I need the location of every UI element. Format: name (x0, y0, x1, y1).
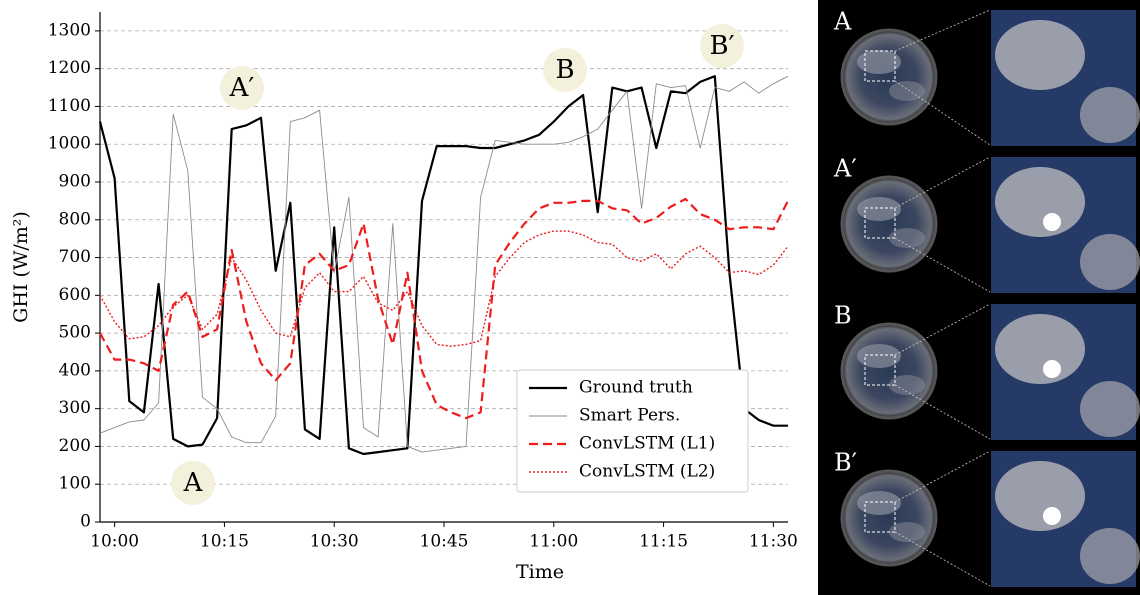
legend-label: Ground truth (579, 378, 693, 398)
y-tick-label: 400 (59, 360, 91, 380)
sun (1043, 360, 1061, 378)
zoomed-cloud (995, 167, 1085, 237)
cloud (857, 197, 901, 221)
series-line (99, 230, 789, 347)
zoomed-cloud (995, 461, 1085, 531)
y-tick-label: 500 (59, 323, 91, 343)
sun (1043, 213, 1061, 231)
series-line (99, 75, 789, 453)
cloud (889, 81, 925, 101)
cloud (889, 522, 925, 542)
series-line (98, 75, 788, 456)
zoom-line (894, 9, 991, 52)
y-tick-label: 1200 (48, 58, 91, 78)
fisheye-image (840, 28, 938, 126)
annotation: A′ (229, 73, 255, 103)
zoom-line (894, 303, 991, 356)
zoom-line (894, 156, 991, 209)
y-tick-label: 600 (59, 285, 91, 305)
annotation-bubble (543, 48, 587, 92)
panel-label: A′ (833, 155, 857, 183)
zoomed-cloud (995, 20, 1085, 90)
x-tick-label: 10:00 (90, 532, 139, 552)
y-tick-label: 1100 (48, 96, 91, 116)
zoomed-cloud (1080, 87, 1140, 143)
x-tick-label: 11:00 (529, 532, 578, 552)
fisheye-image (840, 322, 938, 420)
x-tick-label: 11:15 (639, 532, 688, 552)
y-tick-label: 200 (59, 436, 91, 456)
y-axis-label: GHI (W/m²) (10, 211, 32, 323)
zoom-box (864, 501, 896, 533)
zoomed-cloud (1080, 381, 1140, 437)
cloud (857, 491, 901, 515)
zoomed-cloud (1080, 528, 1140, 584)
y-tick-label: 0 (80, 512, 91, 532)
x-tick-label: 10:15 (200, 532, 249, 552)
y-tick-label: 800 (59, 209, 91, 229)
legend-label: Smart Pers. (579, 406, 680, 426)
fisheye-image (840, 469, 938, 567)
zoomed-cloud (1080, 234, 1140, 290)
annotation-bubble (700, 24, 744, 68)
y-tick-label: 1300 (48, 20, 91, 40)
annotation: B (555, 55, 574, 85)
cloud (857, 50, 901, 74)
y-tick-label: 300 (59, 398, 91, 418)
sky-image-panels: A A′ B B′ (833, 8, 1140, 587)
panel-label: B′ (834, 449, 857, 477)
y-tick-label: 900 (59, 172, 91, 192)
annotation-bubble (171, 461, 215, 505)
annotation-bubble (220, 66, 264, 110)
cloud (889, 375, 925, 395)
y-tick-label: 1000 (48, 134, 91, 154)
legend-label: ConvLSTM (L1) (579, 434, 715, 454)
cloud (857, 344, 901, 368)
zoom-box (864, 354, 896, 386)
sun (1043, 507, 1061, 525)
annotation: B′ (709, 31, 734, 61)
y-tick-label: 700 (59, 247, 91, 267)
annotation: A (183, 468, 204, 498)
x-tick-label: 11:30 (749, 532, 798, 552)
x-tick-label: 10:30 (310, 532, 359, 552)
zoom-box (864, 207, 896, 239)
fisheye-image (840, 175, 938, 273)
panel-label: B (834, 302, 852, 330)
legend-box (516, 369, 749, 493)
zoom-box (864, 50, 896, 82)
series-line (99, 197, 789, 420)
zoom-line (894, 450, 991, 503)
zoomed-cloud (995, 314, 1085, 384)
x-tick-label: 10:45 (420, 532, 469, 552)
legend-label: ConvLSTM (L2) (579, 462, 715, 482)
cloud (889, 228, 925, 248)
y-tick-label: 100 (59, 474, 91, 494)
zoom-line (894, 80, 991, 146)
x-axis-label: Time (516, 561, 564, 583)
panel-label: A (833, 8, 852, 36)
